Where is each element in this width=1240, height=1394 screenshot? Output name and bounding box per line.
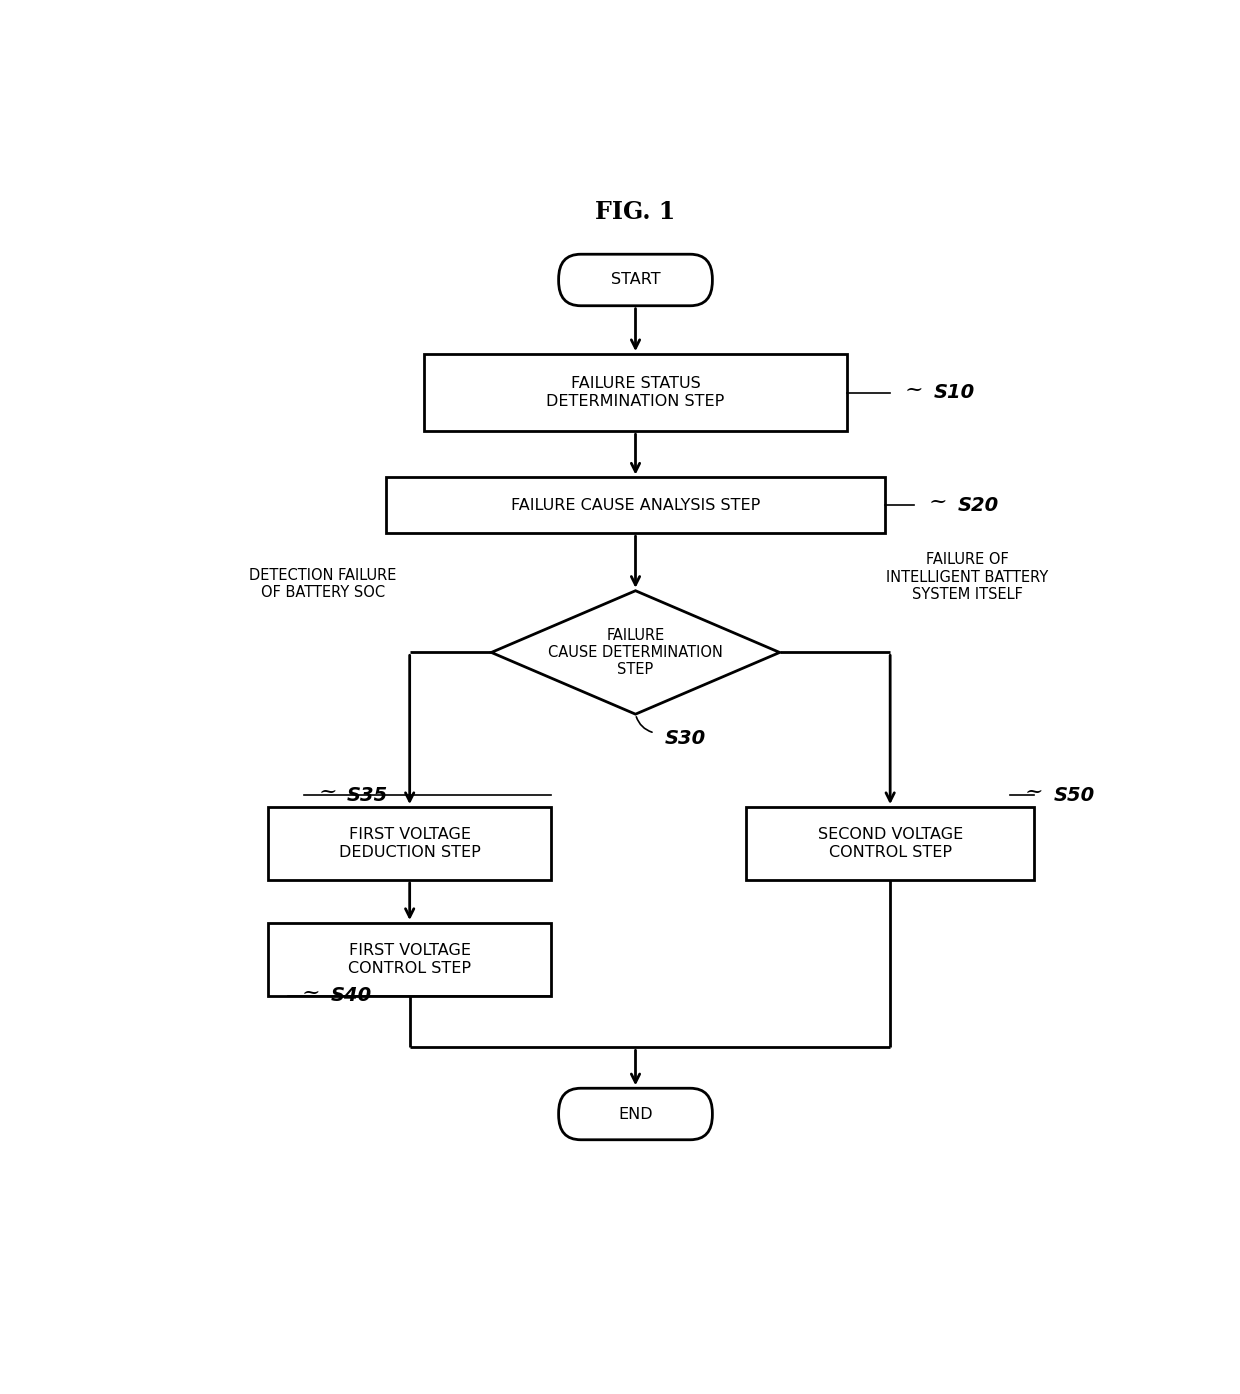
Text: ~: ~ <box>929 491 947 513</box>
Text: FAILURE CAUSE ANALYSIS STEP: FAILURE CAUSE ANALYSIS STEP <box>511 498 760 513</box>
Text: FIRST VOLTAGE
DEDUCTION STEP: FIRST VOLTAGE DEDUCTION STEP <box>339 827 481 860</box>
Text: FIG. 1: FIG. 1 <box>595 201 676 224</box>
Text: S50: S50 <box>1054 786 1095 804</box>
Text: ~: ~ <box>905 378 924 400</box>
Text: FAILURE STATUS
DETERMINATION STEP: FAILURE STATUS DETERMINATION STEP <box>547 376 724 408</box>
Text: S30: S30 <box>665 729 706 747</box>
Text: S40: S40 <box>331 987 372 1005</box>
Text: END: END <box>619 1107 652 1122</box>
Text: ~: ~ <box>1024 781 1043 803</box>
Text: DETECTION FAILURE
OF BATTERY SOC: DETECTION FAILURE OF BATTERY SOC <box>249 567 397 599</box>
Text: S20: S20 <box>957 496 998 514</box>
Text: FAILURE OF
INTELLIGENT BATTERY
SYSTEM ITSELF: FAILURE OF INTELLIGENT BATTERY SYSTEM IT… <box>885 552 1048 602</box>
Text: START: START <box>610 272 661 287</box>
Text: FIRST VOLTAGE
CONTROL STEP: FIRST VOLTAGE CONTROL STEP <box>348 944 471 976</box>
Text: S10: S10 <box>934 383 975 403</box>
Text: SECOND VOLTAGE
CONTROL STEP: SECOND VOLTAGE CONTROL STEP <box>817 827 962 860</box>
Text: ~: ~ <box>319 781 337 803</box>
Text: ~: ~ <box>303 981 321 1004</box>
Text: FAILURE
CAUSE DETERMINATION
STEP: FAILURE CAUSE DETERMINATION STEP <box>548 627 723 677</box>
Text: S35: S35 <box>347 786 388 804</box>
